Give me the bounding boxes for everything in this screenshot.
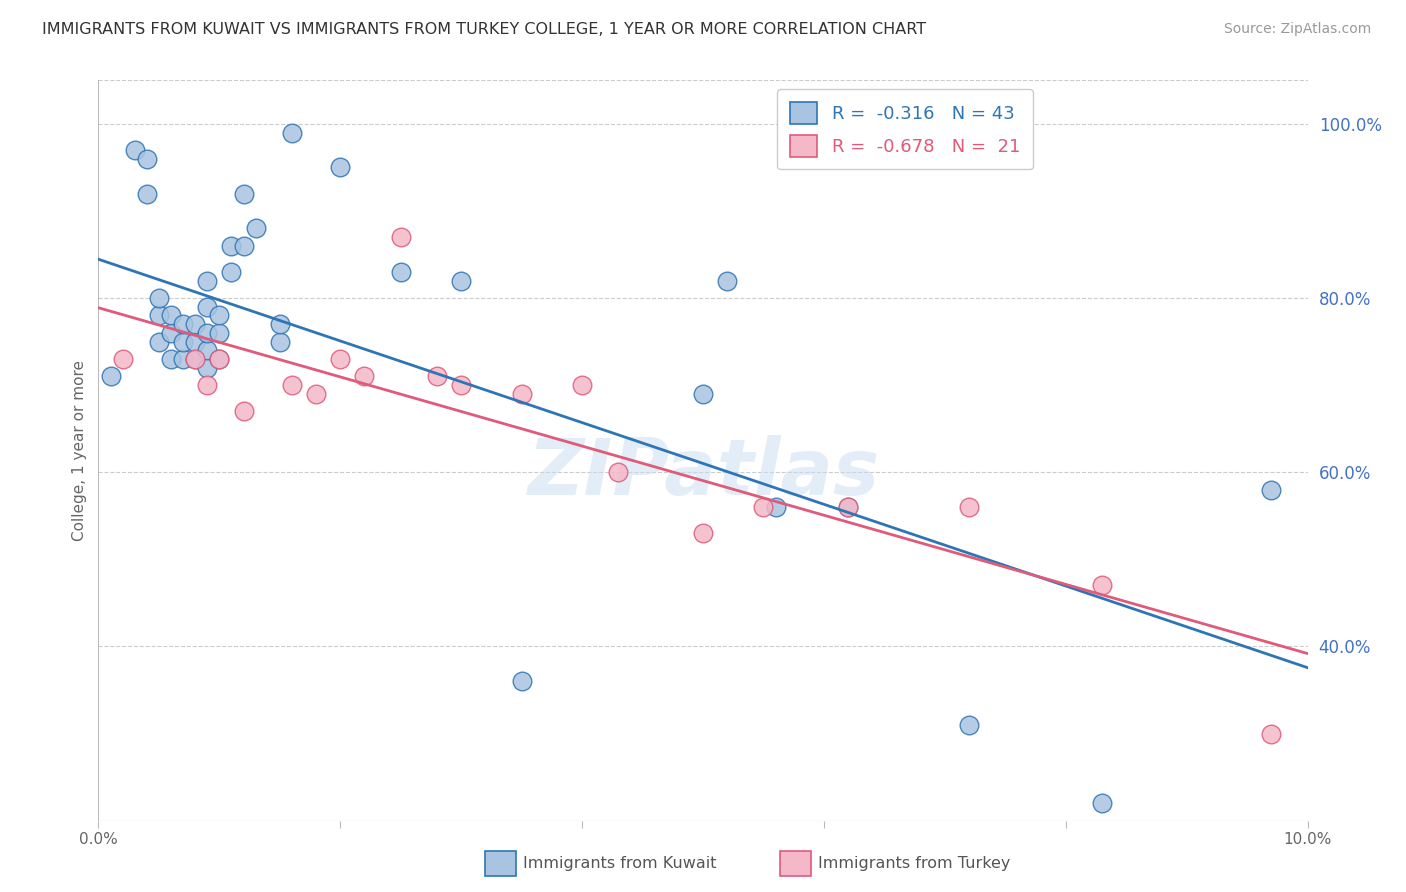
Point bbox=[172, 317, 194, 331]
Point bbox=[571, 378, 593, 392]
Point bbox=[135, 186, 157, 201]
Text: IMMIGRANTS FROM KUWAIT VS IMMIGRANTS FROM TURKEY COLLEGE, 1 YEAR OR MORE CORRELA: IMMIGRANTS FROM KUWAIT VS IMMIGRANTS FRO… bbox=[42, 22, 927, 37]
Point bbox=[184, 317, 207, 331]
Text: Immigrants from Turkey: Immigrants from Turkey bbox=[818, 856, 1011, 871]
Text: ZIPatlas: ZIPatlas bbox=[527, 434, 879, 511]
Point bbox=[752, 500, 775, 514]
Point bbox=[195, 360, 218, 375]
Point bbox=[765, 500, 787, 514]
Point bbox=[232, 186, 254, 201]
Point bbox=[221, 265, 243, 279]
Point bbox=[100, 369, 122, 384]
Text: Source: ZipAtlas.com: Source: ZipAtlas.com bbox=[1223, 22, 1371, 37]
Point bbox=[184, 334, 207, 349]
Point bbox=[148, 334, 170, 349]
Point bbox=[716, 274, 738, 288]
Point bbox=[1091, 796, 1114, 810]
Point bbox=[426, 369, 449, 384]
Point bbox=[305, 387, 328, 401]
Point bbox=[957, 500, 980, 514]
Point bbox=[208, 351, 231, 366]
Point bbox=[281, 126, 304, 140]
Point bbox=[195, 343, 218, 358]
Point bbox=[195, 326, 218, 340]
Point bbox=[208, 309, 231, 323]
Point bbox=[957, 718, 980, 732]
Point bbox=[184, 351, 207, 366]
Point bbox=[269, 334, 291, 349]
Point bbox=[160, 351, 183, 366]
Point bbox=[353, 369, 375, 384]
Point bbox=[195, 300, 218, 314]
Point bbox=[148, 309, 170, 323]
Point bbox=[269, 317, 291, 331]
Point bbox=[389, 230, 412, 244]
Point bbox=[221, 239, 243, 253]
Point bbox=[148, 291, 170, 305]
Point bbox=[510, 674, 533, 689]
Point bbox=[208, 351, 231, 366]
Point bbox=[389, 265, 412, 279]
Point bbox=[124, 143, 146, 157]
Point bbox=[450, 378, 472, 392]
Text: Immigrants from Kuwait: Immigrants from Kuwait bbox=[523, 856, 717, 871]
Point bbox=[172, 351, 194, 366]
Point bbox=[245, 221, 267, 235]
Point bbox=[837, 500, 859, 514]
Point bbox=[160, 326, 183, 340]
Legend: R =  -0.316   N = 43, R =  -0.678   N =  21: R = -0.316 N = 43, R = -0.678 N = 21 bbox=[778, 89, 1032, 169]
Point bbox=[184, 351, 207, 366]
Point bbox=[510, 387, 533, 401]
Point bbox=[172, 334, 194, 349]
Point bbox=[232, 404, 254, 418]
Point bbox=[692, 526, 714, 541]
Point bbox=[329, 351, 352, 366]
Point bbox=[329, 161, 352, 175]
Point bbox=[692, 387, 714, 401]
Point bbox=[195, 378, 218, 392]
Point bbox=[607, 465, 630, 479]
Point bbox=[160, 309, 183, 323]
Point bbox=[135, 152, 157, 166]
Point bbox=[450, 274, 472, 288]
Point bbox=[1260, 726, 1282, 740]
Point bbox=[1091, 578, 1114, 592]
Point bbox=[232, 239, 254, 253]
Point bbox=[1260, 483, 1282, 497]
Point bbox=[111, 351, 134, 366]
Point bbox=[281, 378, 304, 392]
Point bbox=[195, 274, 218, 288]
Point bbox=[837, 500, 859, 514]
Y-axis label: College, 1 year or more: College, 1 year or more bbox=[72, 360, 87, 541]
Point bbox=[208, 326, 231, 340]
